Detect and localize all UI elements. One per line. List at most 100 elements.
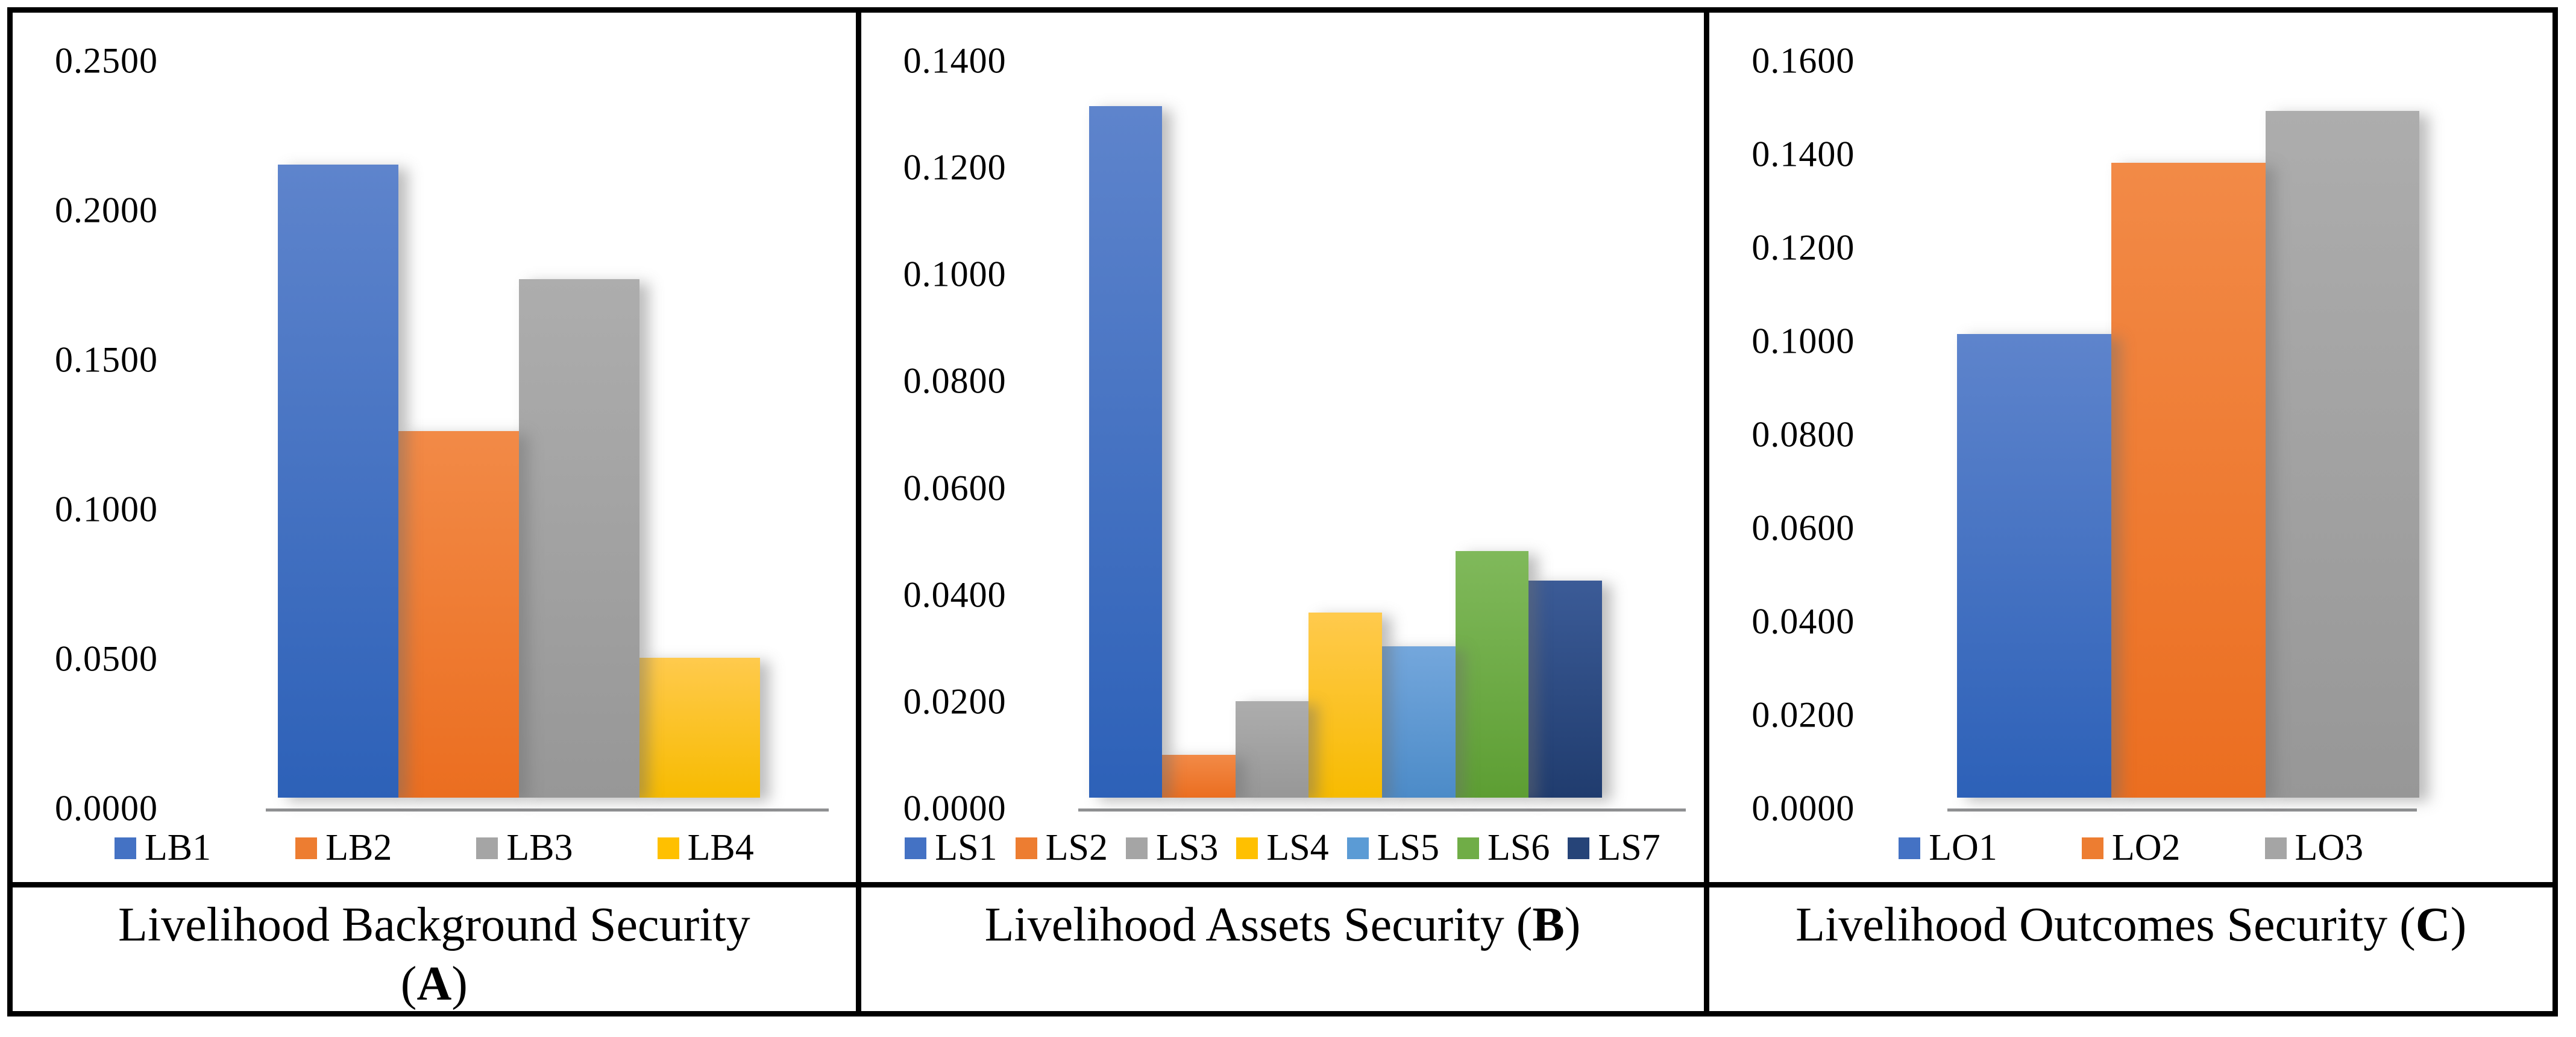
- y-tick-label: 0.0600: [903, 468, 1007, 508]
- legend-item-LO1: LO1: [1899, 827, 1997, 869]
- x-axis-line: [1947, 808, 2417, 812]
- x-axis-line: [1078, 808, 1686, 812]
- legend-label: LS7: [1598, 827, 1660, 868]
- bar-LS4: [1308, 613, 1382, 798]
- legend-label: LB1: [144, 827, 212, 868]
- y-tick-label: 0.1600: [1751, 40, 1855, 81]
- legend-label: LO3: [2295, 827, 2364, 868]
- legend: LS1 LS2 LS3 LS4 LS5 LS6 LS7: [861, 827, 1704, 869]
- caption-text-b: Livelihood Assets Security (B): [984, 898, 1581, 951]
- legend-swatch-icon: [657, 837, 679, 859]
- caption-panel-c: Livelihood Outcomes Security (C): [1704, 887, 2552, 1011]
- bar-group: [1089, 106, 1602, 798]
- y-tick-label: 0.1000: [55, 489, 158, 529]
- legend-label: LS4: [1266, 827, 1329, 868]
- legend-swatch-icon: [2081, 837, 2103, 859]
- y-tick-label: 0.1400: [903, 40, 1007, 81]
- y-tick-label: 0.1200: [903, 147, 1007, 188]
- y-tick-label: 0.0400: [1751, 601, 1855, 641]
- captions-row: Livelihood Background Security (A) Livel…: [13, 882, 2552, 1011]
- legend-swatch-icon: [1346, 837, 1369, 859]
- legend-item-LS1: LS1: [905, 827, 997, 869]
- y-tick-label: 0.0000: [903, 788, 1007, 828]
- legend-item-LS7: LS7: [1568, 827, 1660, 869]
- legend: LB1 LB2 LB3 LB4: [13, 827, 856, 869]
- legend-label: LS3: [1155, 827, 1219, 868]
- legend-item-LS4: LS4: [1236, 827, 1329, 869]
- y-tick-label: 0.1000: [1751, 321, 1855, 361]
- y-tick-label: 0.0400: [903, 575, 1007, 615]
- legend-item-LB4: LB4: [657, 827, 754, 869]
- x-axis-line: [266, 808, 829, 812]
- legend-item-LO3: LO3: [2264, 827, 2364, 869]
- bar-LS6: [1455, 551, 1529, 798]
- legend-swatch-icon: [295, 837, 318, 859]
- legend: LO1 LO2 LO3: [1709, 827, 2552, 869]
- legend-item-LS6: LS6: [1457, 827, 1550, 869]
- legend-swatch-icon: [905, 837, 927, 859]
- legend-label: LO1: [1929, 827, 1997, 868]
- legend-item-LB3: LB3: [476, 827, 573, 869]
- legend-item-LS5: LS5: [1346, 827, 1440, 869]
- legend-swatch-icon: [1568, 837, 1590, 859]
- y-tick-label: 0.1000: [903, 254, 1007, 294]
- bar-LS3: [1235, 701, 1309, 798]
- legend-swatch-icon: [1125, 837, 1148, 859]
- legend-label: LS5: [1377, 827, 1440, 868]
- legend-label: LS6: [1487, 827, 1550, 868]
- y-tick-label: 0.0200: [903, 681, 1007, 722]
- legend-swatch-icon: [1899, 837, 1921, 859]
- bar-LS7: [1528, 581, 1602, 798]
- figure-frame: LB1 LB2 LB3 LB4 0.2500 0.2000 0.1500 0.1000 0.0…: [7, 7, 2558, 1017]
- y-tick-label: 0.0800: [1751, 414, 1855, 455]
- bar-group: [1957, 111, 2420, 798]
- caption-panel-a: Livelihood Background Security (A): [13, 887, 856, 1011]
- legend-label: LO2: [2111, 827, 2181, 868]
- legend-label: LB3: [506, 827, 573, 868]
- legend-swatch-icon: [114, 837, 136, 859]
- bar-group: [278, 165, 760, 798]
- legend-swatch-icon: [2264, 837, 2287, 859]
- bar-LB2: [398, 431, 519, 798]
- y-tick-label: 0.2500: [55, 40, 158, 81]
- charts-row: LB1 LB2 LB3 LB4 0.2500 0.2000 0.1500 0.1000 0.0…: [13, 13, 2552, 882]
- legend-item-LB1: LB1: [114, 827, 212, 869]
- y-tick-label: 0.0800: [903, 361, 1007, 401]
- bar-LO1: [1957, 334, 2112, 798]
- caption-text-a: Livelihood Background Security (A): [118, 898, 750, 1010]
- legend-swatch-icon: [1015, 837, 1037, 859]
- legend-item-LS3: LS3: [1125, 827, 1219, 869]
- panel-livelihood-background-security: LB1 LB2 LB3 LB4 0.2500 0.2000 0.1500 0.1000 0.0…: [13, 13, 856, 882]
- y-tick-label: 0.1400: [1751, 134, 1855, 174]
- legend-label: LS2: [1045, 827, 1108, 868]
- legend-item-LO2: LO2: [2081, 827, 2181, 869]
- legend-swatch-icon: [476, 837, 498, 859]
- y-tick-label: 0.1500: [55, 339, 158, 380]
- legend-item-LS2: LS2: [1015, 827, 1108, 869]
- y-tick-label: 0.0500: [55, 638, 158, 679]
- bar-LB3: [519, 279, 639, 798]
- bar-LB4: [639, 658, 760, 798]
- y-tick-label: 0.1200: [1751, 227, 1855, 268]
- y-tick-label: 0.0000: [1751, 788, 1855, 828]
- panel-livelihood-assets-security: LS1 LS2 LS3 LS4 LS5 LS6 LS7 0.1400 0.1200 0.1000…: [855, 13, 1704, 882]
- y-tick-label: 0.0200: [1751, 695, 1855, 735]
- bar-LS5: [1381, 646, 1456, 798]
- bar-LS2: [1162, 755, 1236, 798]
- caption-text-c: Livelihood Outcomes Security (C): [1795, 898, 2467, 951]
- y-tick-label: 0.0600: [1751, 508, 1855, 548]
- legend-label: LS1: [935, 827, 997, 868]
- legend-label: LB4: [687, 827, 754, 868]
- legend-label: LB2: [325, 827, 392, 868]
- panel-livelihood-outcomes-security: LO1 LO2 LO3 0.1600 0.1400 0.1200 0.1000 0.0800…: [1704, 13, 2552, 882]
- bar-LB1: [278, 165, 398, 798]
- legend-swatch-icon: [1236, 837, 1258, 859]
- bar-LS1: [1089, 106, 1163, 798]
- y-tick-label: 0.2000: [55, 190, 158, 230]
- y-tick-label: 0.0000: [55, 788, 158, 828]
- bar-LO3: [2265, 111, 2420, 798]
- legend-item-LB2: LB2: [295, 827, 392, 869]
- bar-LO2: [2111, 163, 2266, 798]
- caption-panel-b: Livelihood Assets Security (B): [855, 887, 1704, 1011]
- legend-swatch-icon: [1457, 837, 1480, 859]
